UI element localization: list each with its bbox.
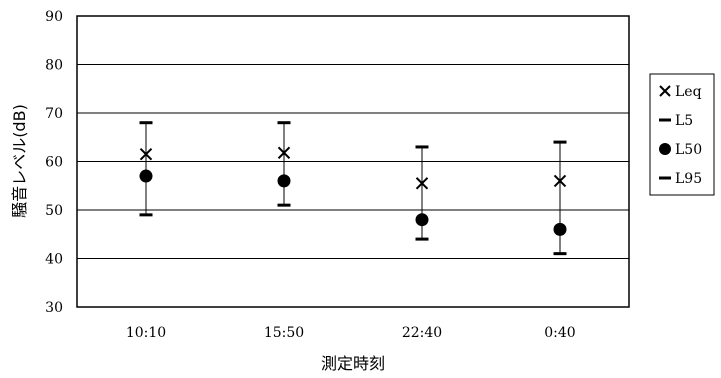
dot-icon bbox=[659, 143, 671, 155]
y-axis-title: 騒音レベル(dB) bbox=[10, 104, 29, 218]
y-tick-label: 90 bbox=[45, 9, 63, 25]
y-tick-label: 70 bbox=[45, 106, 63, 122]
plot-area bbox=[76, 15, 630, 308]
x-tick-label: 10:10 bbox=[126, 325, 166, 341]
l50-marker bbox=[277, 174, 291, 188]
y-tick-label: 50 bbox=[45, 203, 63, 219]
y-tick-label: 30 bbox=[45, 300, 63, 316]
x-axis-title: 測定時刻 bbox=[321, 354, 385, 373]
legend-item-l50: L50 bbox=[659, 142, 702, 158]
legend-label: Leq bbox=[675, 84, 702, 100]
legend-item-l5: L5 bbox=[659, 113, 693, 129]
l50-marker bbox=[415, 213, 429, 227]
legend-label: L50 bbox=[675, 142, 702, 158]
y-tick-label: 40 bbox=[45, 252, 63, 268]
x-tick-label: 15:50 bbox=[264, 325, 304, 341]
leq-marker bbox=[415, 177, 429, 190]
legend-label: L95 bbox=[675, 171, 702, 187]
legend-item-l95: L95 bbox=[659, 171, 702, 187]
legend-label: L5 bbox=[675, 113, 693, 129]
legend-item-leq: Leq bbox=[659, 84, 702, 100]
x-tick-label: 22:40 bbox=[402, 325, 442, 341]
l50-marker bbox=[139, 169, 153, 183]
l50-marker bbox=[553, 222, 567, 236]
leq-marker bbox=[277, 146, 291, 159]
leq-marker bbox=[139, 148, 153, 161]
x-tick-label: 0:40 bbox=[544, 325, 575, 341]
y-tick-label: 60 bbox=[45, 155, 63, 171]
leq-marker bbox=[553, 174, 567, 188]
y-tick-label: 80 bbox=[45, 58, 63, 74]
x-icon bbox=[659, 85, 671, 97]
legend: Leq L5 L50 L95 bbox=[649, 73, 715, 196]
